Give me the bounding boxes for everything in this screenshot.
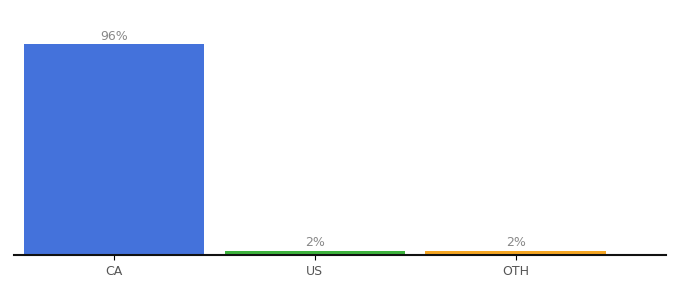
Text: 2%: 2% [305, 236, 325, 250]
Bar [24, 44, 205, 255]
Bar [426, 250, 606, 255]
Text: 2%: 2% [506, 236, 526, 250]
Text: 96%: 96% [100, 30, 128, 43]
Bar [224, 250, 405, 255]
